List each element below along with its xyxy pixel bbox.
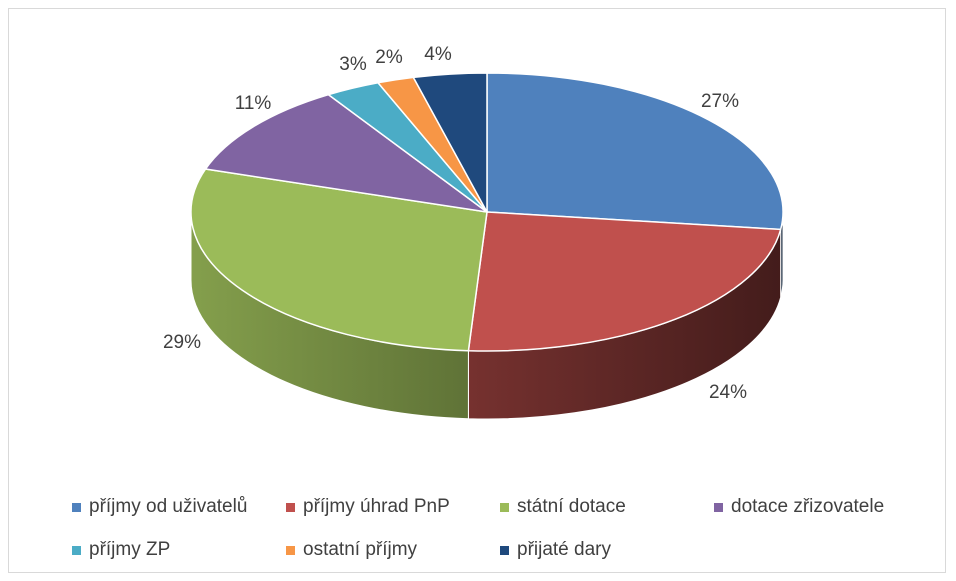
data-label-dotace-zrizovatele: 11% [235, 93, 272, 114]
pie-sides [190, 211, 784, 420]
pie-slice-3 [204, 93, 488, 213]
data-label-prijmy-od-uzivatelu: 27% [701, 91, 739, 112]
pie-slice-0 [486, 72, 784, 231]
data-label-prijate-dary: 4% [424, 44, 452, 65]
data-labels: 27% 24% 29% 11% 3% 2% 4% [163, 44, 747, 403]
data-label-ostatni-prijmy: 2% [375, 47, 403, 68]
pie-slice-6 [412, 72, 488, 213]
pie-tops [190, 72, 784, 352]
data-label-statni-dotace: 29% [163, 332, 201, 353]
data-label-prijmy-zp: 3% [339, 54, 367, 75]
pie-slice-2 [190, 168, 488, 352]
pie-slice-1 [467, 211, 782, 352]
data-label-prijmy-uhrad-pnp: 24% [709, 382, 747, 403]
